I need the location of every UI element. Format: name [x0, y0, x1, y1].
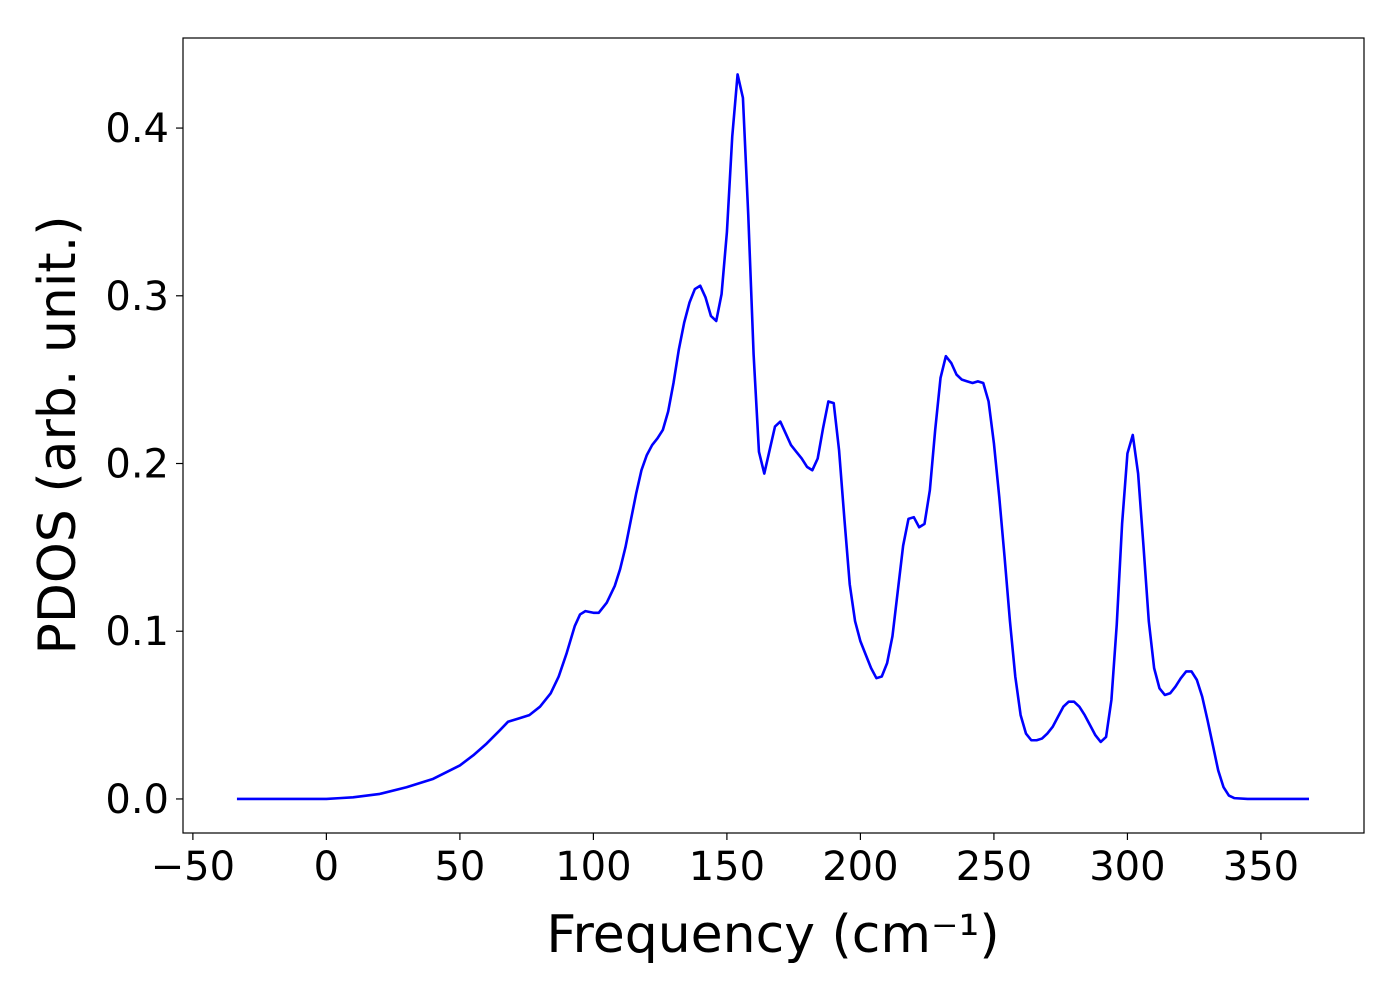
plot-frame — [182, 37, 1365, 834]
x-tick-label: −50 — [151, 844, 235, 890]
x-tick-label: 250 — [956, 844, 1032, 890]
x-axis-label: Frequency (cm⁻¹) — [546, 905, 999, 965]
x-tick-label: 0 — [314, 844, 339, 890]
x-tick-label: 50 — [434, 844, 485, 890]
y-axis-label: PDOS (arb. unit.) — [28, 215, 88, 654]
y-tick-label: 0.3 — [105, 274, 169, 320]
y-tick-label: 0.1 — [105, 609, 169, 655]
x-tick-label: 350 — [1223, 844, 1299, 890]
x-tick-label: 200 — [822, 844, 898, 890]
y-tick-label: 0.4 — [105, 106, 169, 152]
x-tick-label: 150 — [689, 844, 765, 890]
x-tick-label: 100 — [555, 844, 631, 890]
data-line — [236, 73, 1309, 801]
y-tick-label: 0.0 — [105, 777, 169, 823]
y-tick-label: 0.2 — [105, 442, 169, 488]
x-tick-label: 300 — [1089, 844, 1165, 890]
